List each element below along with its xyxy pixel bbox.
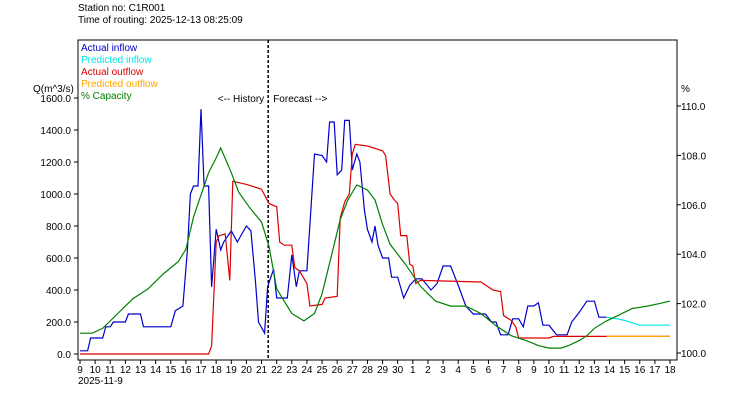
legend-entry-capacity: % Capacity: [81, 91, 132, 102]
y-right-tick-label: 104.0: [681, 250, 706, 261]
y-left-axis-label: Q(m^3/s): [33, 84, 74, 95]
legend-entry-predicted-outflow: Predicted outflow: [81, 79, 158, 90]
series-line-predicted-inflow: [606, 316, 670, 326]
x-tick-label: 18: [664, 365, 676, 376]
y-left-tick-label: 400.0: [46, 286, 71, 297]
y-right-tick-label: 108.0: [681, 151, 706, 162]
y-right-tick-label: 106.0: [681, 201, 706, 212]
x-date-label: 2025-11-9: [78, 376, 123, 387]
x-tick-label: 7: [501, 365, 507, 376]
x-tick-label: 16: [180, 365, 192, 376]
x-tick-label: 10: [543, 365, 555, 376]
y-right-axis-label: %: [681, 84, 690, 95]
x-tick-label: 19: [226, 365, 238, 376]
x-tick-label: 25: [316, 365, 328, 376]
series-line-actual-outflow: [80, 143, 670, 355]
x-tick-label: 27: [347, 365, 359, 376]
x-tick-label: 28: [362, 365, 374, 376]
y-right-tick-label: 100.0: [681, 349, 706, 360]
x-tick-label: 10: [90, 365, 102, 376]
x-tick-label: 12: [574, 365, 586, 376]
x-tick-label: 3: [440, 365, 446, 376]
x-tick-label: 21: [256, 365, 268, 376]
x-tick-label: 1: [410, 365, 416, 376]
x-tick-label: 23: [286, 365, 298, 376]
y-left-tick-label: 1000.0: [40, 190, 71, 201]
series-line-capacity: [80, 146, 671, 349]
x-tick-label: 17: [649, 365, 661, 376]
x-tick-label: 11: [559, 365, 570, 376]
x-tick-label: 16: [634, 365, 646, 376]
x-tick-label: 13: [135, 365, 147, 376]
forecast-label: Forecast -->: [273, 94, 327, 105]
y-right-tick-label: 102.0: [681, 300, 706, 311]
y-left-tick-label: 800.0: [46, 222, 71, 233]
plot-frame: [77, 39, 678, 361]
y-left-tick-label: 1200.0: [40, 158, 71, 169]
legend-entry-actual-inflow: Actual inflow: [81, 43, 138, 54]
x-tick-label: 13: [589, 365, 601, 376]
x-tick-label: 5: [471, 365, 477, 376]
x-tick-label: 22: [271, 365, 283, 376]
x-tick-label: 18: [211, 365, 223, 376]
legend-entry-actual-outflow: Actual outflow: [81, 67, 144, 78]
x-tick-label: 14: [604, 365, 616, 376]
y-right-tick-label: 110.0: [681, 102, 706, 113]
x-tick-label: 11: [105, 365, 116, 376]
series-line-actual-inflow: [80, 109, 607, 352]
history-label: <-- History: [218, 94, 264, 105]
x-tick-label: 26: [332, 365, 344, 376]
x-tick-label: 17: [195, 365, 207, 376]
x-tick-label: 9: [531, 365, 537, 376]
x-tick-label: 14: [150, 365, 162, 376]
x-tick-label: 15: [165, 365, 177, 376]
y-left-tick-label: 200.0: [46, 318, 71, 329]
x-tick-label: 4: [455, 365, 461, 376]
y-left-tick-label: 600.0: [46, 254, 71, 265]
legend-entry-predicted-inflow: Predicted inflow: [81, 55, 152, 66]
routing-time-label: Time of routing: 2025-12-13 08:25:09: [78, 15, 243, 26]
y-left-tick-label: 0.0: [57, 350, 71, 361]
x-tick-label: 24: [301, 365, 313, 376]
x-tick-label: 30: [392, 365, 404, 376]
x-tick-label: 8: [516, 365, 522, 376]
x-tick-label: 6: [486, 365, 492, 376]
station-label: Station no: C1R001: [78, 3, 166, 14]
y-left-tick-label: 1400.0: [40, 126, 71, 137]
x-tick-label: 12: [120, 365, 132, 376]
x-tick-label: 29: [377, 365, 389, 376]
x-tick-label: 9: [77, 365, 83, 376]
x-tick-label: 15: [619, 365, 631, 376]
x-tick-label: 20: [241, 365, 253, 376]
y-left-tick-label: 1600.0: [40, 94, 71, 105]
x-tick-label: 2: [425, 365, 431, 376]
